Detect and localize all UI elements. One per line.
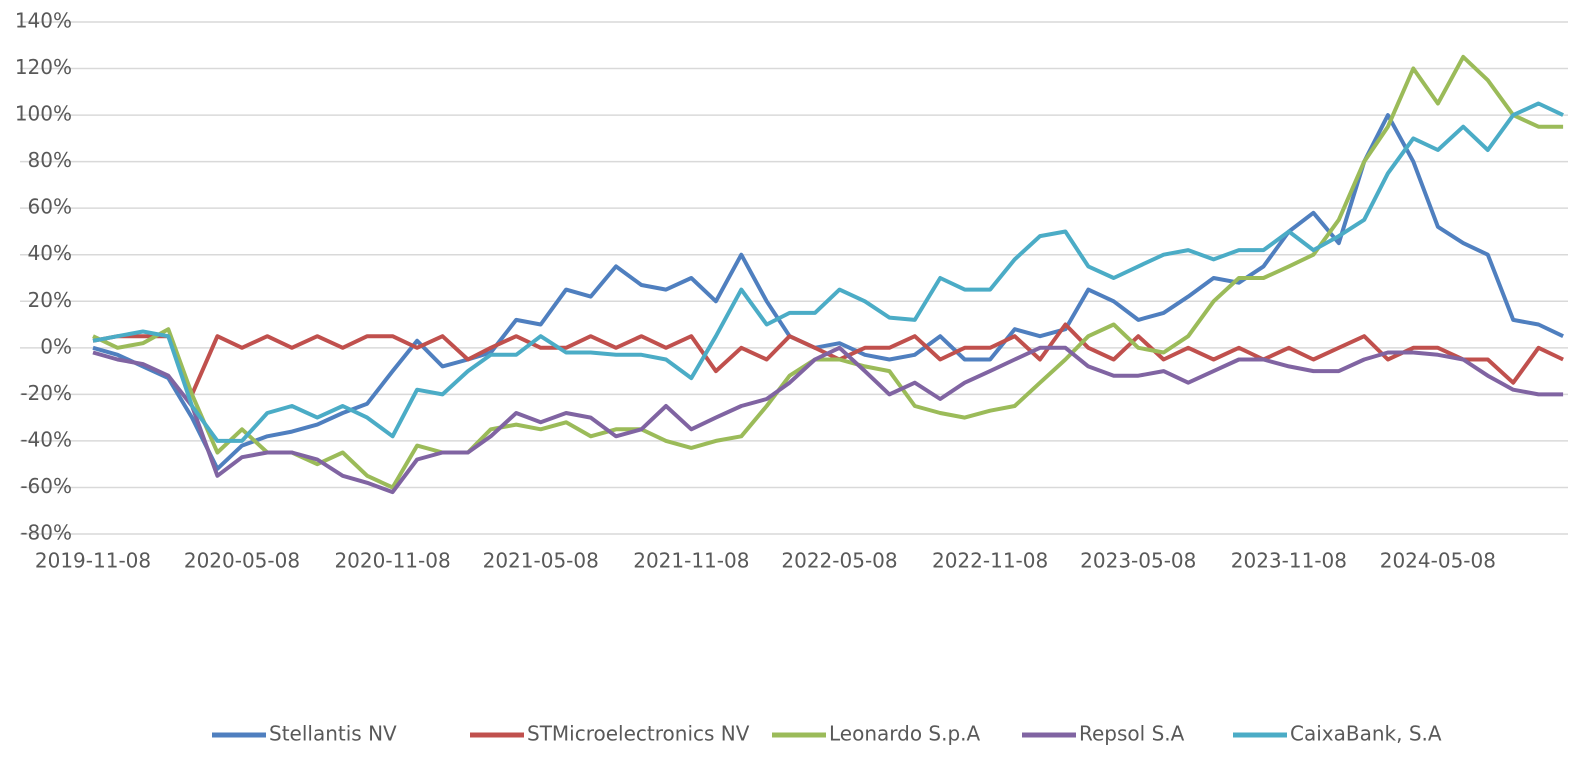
y-tick-label: -40% bbox=[20, 427, 72, 451]
series-line bbox=[92, 113, 1564, 471]
series-line bbox=[92, 345, 1564, 495]
x-tick-label: 2020-11-08 bbox=[334, 549, 450, 573]
x-tick-label: 2021-11-08 bbox=[633, 549, 749, 573]
series-line bbox=[92, 101, 1564, 443]
legend-label: Repsol S.A bbox=[1079, 722, 1185, 746]
y-tick-label: 0% bbox=[40, 334, 72, 358]
y-tick-label: 40% bbox=[28, 241, 72, 265]
x-tick-label: 2021-05-08 bbox=[483, 549, 599, 573]
y-tick-label: 20% bbox=[28, 288, 72, 312]
y-tick-label: 80% bbox=[28, 148, 72, 172]
y-tick-label: -80% bbox=[20, 521, 72, 545]
series-line bbox=[92, 54, 1564, 490]
y-tick-label: 100% bbox=[15, 102, 72, 126]
x-tick-label: 2023-05-08 bbox=[1080, 549, 1196, 573]
y-tick-label: 60% bbox=[28, 195, 72, 219]
legend-label: Stellantis NV bbox=[269, 722, 397, 746]
y-tick-label: 120% bbox=[15, 55, 72, 79]
x-tick-label: 2023-11-08 bbox=[1231, 549, 1347, 573]
x-tick-label: 2022-11-08 bbox=[932, 549, 1048, 573]
y-tick-label: -20% bbox=[20, 381, 72, 405]
x-tick-label: 2019-11-08 bbox=[35, 549, 151, 573]
legend-label: STMicroelectronics NV bbox=[527, 722, 750, 746]
legend-label: Leonardo S.p.A bbox=[829, 722, 981, 746]
legend-label: CaixaBank, S.A bbox=[1290, 722, 1442, 746]
x-tick-label: 2024-05-08 bbox=[1380, 549, 1496, 573]
x-tick-label: 2020-05-08 bbox=[184, 549, 300, 573]
x-tick-label: 2022-05-08 bbox=[781, 549, 897, 573]
y-tick-label: 140% bbox=[15, 9, 72, 33]
y-tick-label: -60% bbox=[20, 474, 72, 498]
